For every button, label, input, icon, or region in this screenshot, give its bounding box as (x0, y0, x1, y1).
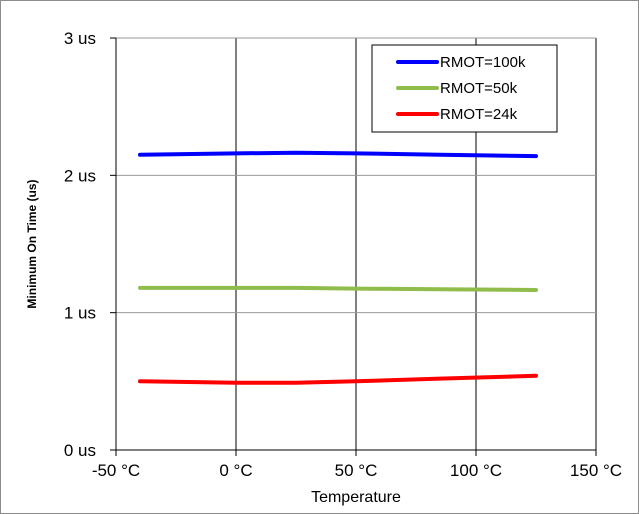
x-tick-label: 50 °C (335, 461, 378, 480)
series-line (138, 285, 538, 292)
series-line (138, 373, 538, 385)
x-tick-label: 0 °C (219, 461, 252, 480)
y-tick-label: 1 us (64, 304, 96, 323)
legend-label: RMOT=50k (440, 80, 518, 97)
y-tick-label: 3 us (64, 29, 96, 48)
x-tick-labels: -50 °C 0 °C 50 °C 100 °C 150 °C (92, 461, 622, 480)
x-tick-label: 150 °C (570, 461, 622, 480)
x-tick-label: 100 °C (450, 461, 502, 480)
y-tick-label: 0 us (64, 441, 96, 460)
legend-label: RMOT=100k (440, 54, 526, 71)
x-axis-title: Temperature (311, 489, 401, 506)
y-axis-title: Minimum On Time (us) (25, 179, 39, 308)
y-tick-labels: 0 us 1 us 2 us 3 us (64, 29, 96, 460)
x-tick-label: -50 °C (92, 461, 140, 480)
series-lines (138, 150, 538, 385)
series-line (138, 150, 538, 159)
legend: RMOT=100k RMOT=50k RMOT=24k (371, 44, 558, 133)
legend-label: RMOT=24k (440, 106, 518, 123)
y-tick-label: 2 us (64, 166, 96, 185)
axes (110, 37, 597, 456)
